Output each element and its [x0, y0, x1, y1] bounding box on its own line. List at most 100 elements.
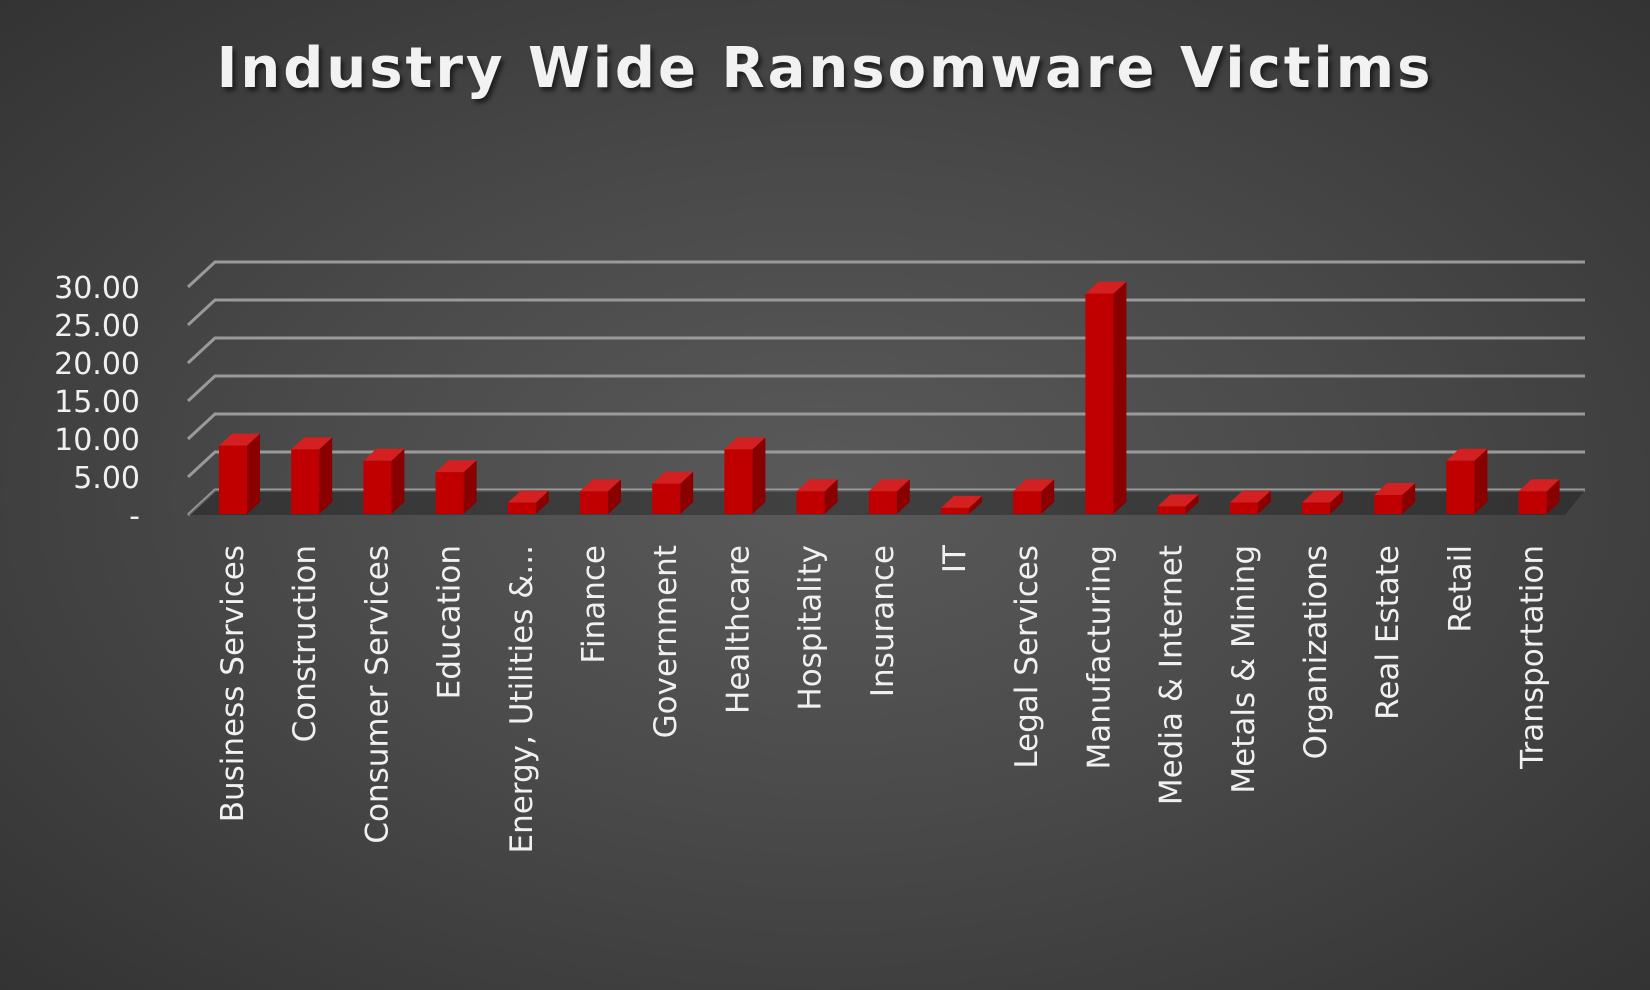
bar-front	[219, 445, 247, 514]
bars	[219, 281, 1560, 514]
bar-front	[1229, 502, 1258, 514]
x-tick-label: Metals & Mining	[1226, 545, 1262, 794]
bar-top	[868, 479, 910, 492]
bar	[1085, 281, 1127, 514]
bar	[652, 471, 694, 514]
bar-side	[1546, 479, 1560, 514]
x-tick-label: Finance	[576, 545, 612, 664]
x-tick-label: IT	[937, 544, 973, 573]
bar-top	[580, 479, 621, 492]
x-tick-label: Consumer Services	[359, 545, 395, 844]
gridline	[186, 488, 1585, 517]
gridline	[186, 298, 1585, 327]
bar-front	[291, 449, 320, 514]
bar	[507, 490, 549, 514]
bar-front	[435, 472, 464, 514]
bar-top	[435, 460, 477, 473]
bar-side	[535, 490, 549, 514]
bar-side	[319, 437, 333, 514]
bar-side	[1041, 479, 1055, 514]
bar-top	[291, 437, 333, 450]
x-axis-labels: Business Services Construction Consumer Se…	[215, 544, 1551, 854]
bar	[724, 437, 766, 514]
bar-side	[1402, 483, 1416, 514]
bar-side	[247, 433, 260, 514]
bar-side	[1113, 281, 1127, 514]
bar-side	[608, 479, 621, 514]
x-tick-label: Government	[648, 545, 684, 738]
x-tick-label: Media & Internet	[1154, 545, 1190, 805]
bar-front	[1446, 460, 1475, 514]
bar-front	[724, 449, 753, 514]
x-tick-label: Healthcare	[720, 545, 756, 714]
y-tick-label: 15.00	[54, 385, 140, 420]
bar	[1518, 479, 1560, 514]
bar-side	[1257, 490, 1271, 514]
bar-side	[1330, 490, 1343, 514]
bar-side	[824, 479, 838, 514]
bar-top	[363, 448, 405, 461]
bar	[291, 437, 333, 514]
x-tick-label: Manufacturing	[1081, 545, 1117, 769]
bar-top	[1013, 479, 1055, 492]
bar	[1374, 483, 1416, 514]
x-tick-label: Business Services	[215, 545, 251, 822]
bar	[1013, 479, 1055, 514]
bar-side	[752, 437, 766, 514]
bar	[1302, 490, 1343, 514]
bar	[435, 460, 477, 514]
bar	[1229, 490, 1271, 514]
bar-top	[796, 479, 838, 492]
bar-front	[363, 460, 392, 514]
bar-top	[1157, 494, 1199, 507]
bar-front	[1302, 502, 1330, 514]
bar-side	[463, 460, 477, 514]
bar-top	[1518, 479, 1560, 492]
bar-front	[941, 507, 969, 514]
gridline	[186, 374, 1585, 403]
bar-side	[896, 479, 910, 514]
bar	[941, 495, 982, 514]
bar	[363, 448, 405, 514]
y-tick-label: -	[129, 499, 140, 534]
x-tick-label: Transportation	[1515, 545, 1551, 770]
bar	[868, 479, 910, 514]
bar	[796, 479, 838, 514]
gridline	[186, 450, 1585, 479]
bar-front	[1518, 491, 1547, 514]
gridline	[186, 260, 1585, 289]
bar-front	[580, 491, 608, 514]
bar-top	[652, 471, 694, 484]
bar-front	[796, 491, 825, 514]
bar-top	[219, 433, 260, 446]
bar-front	[1013, 491, 1042, 514]
chart-title: Industry Wide Ransomware Victims	[216, 36, 1434, 101]
bar	[1157, 494, 1199, 514]
bar-top	[1446, 448, 1488, 461]
x-tick-label: Insurance	[865, 545, 901, 697]
x-tick-label: Education	[432, 545, 468, 699]
y-tick-label: 10.00	[54, 423, 140, 458]
y-tick-label: 25.00	[54, 309, 140, 344]
bar	[1446, 448, 1488, 514]
bar	[580, 479, 621, 514]
x-tick-label: Hospitality	[793, 545, 829, 711]
x-tick-label: Legal Services	[1009, 545, 1045, 769]
bar	[219, 433, 260, 514]
bar-front	[652, 483, 681, 514]
x-tick-label: Real Estate	[1370, 545, 1406, 720]
bar-front	[1374, 495, 1403, 514]
bar-side	[1185, 494, 1199, 514]
gridline	[186, 336, 1585, 365]
x-tick-label: Retail	[1442, 545, 1478, 633]
bar-front	[1157, 506, 1186, 514]
bar-front	[868, 491, 897, 514]
bar-front	[1085, 293, 1114, 514]
bar-top	[1085, 281, 1127, 294]
gridline	[186, 412, 1585, 441]
bar-side	[680, 471, 694, 514]
bar-front	[507, 502, 536, 514]
